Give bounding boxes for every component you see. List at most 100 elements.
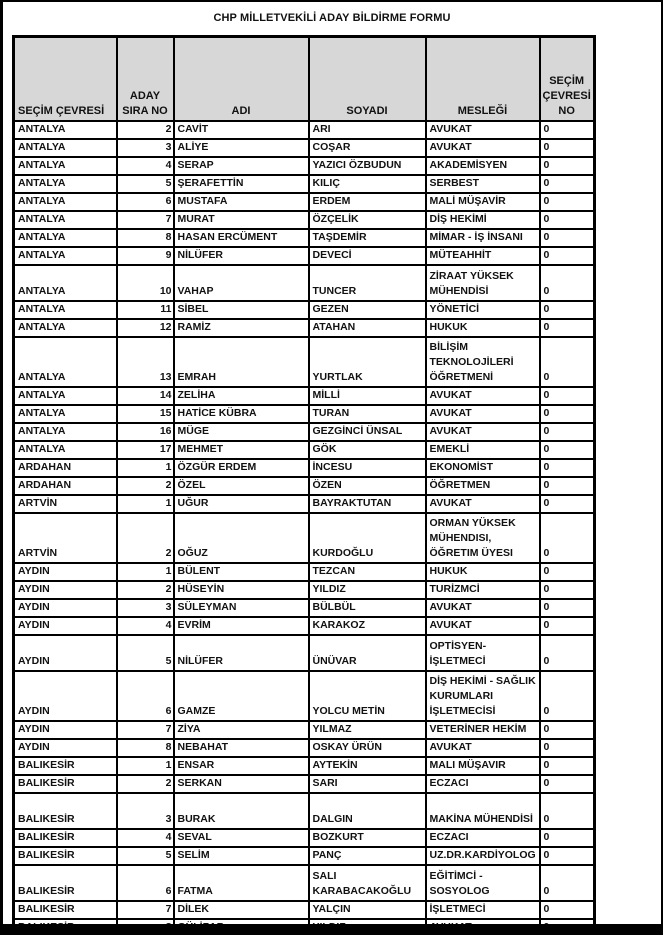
- cell-secim-cevresi-no: 0: [538, 457, 596, 478]
- cell-meslegi: AVUKAT: [424, 493, 541, 514]
- cell-secim-cevresi: AYDIN: [12, 719, 118, 740]
- cell-soyadi: TAŞDEMİR: [307, 227, 427, 248]
- cell-soyadi: ARI: [307, 119, 427, 140]
- table-row: AYDIN 6 GAMZE YOLCU METİN DİŞ HEKİMİ - SAĞLI…: [12, 669, 596, 722]
- cell-adi: ENSAR: [172, 755, 310, 776]
- table-row: ANTALYA 6 MUSTAFA ERDEM MALİ MÜŞAVİR 0: [12, 191, 596, 212]
- cell-adi: SEVAL: [172, 827, 310, 848]
- cell-secim-cevresi: BALIKESİR: [12, 845, 118, 866]
- cell-secim-cevresi-no: 0: [538, 155, 596, 176]
- cell-adi: SERAP: [172, 155, 310, 176]
- cell-secim-cevresi: ANTALYA: [12, 155, 118, 176]
- cell-secim-cevresi: ANTALYA: [12, 245, 118, 266]
- table-header-row: SEÇİM ÇEVRESİ ADAY SIRA NO ADI SOYADI ME…: [12, 35, 596, 122]
- cell-meslegi: AVUKAT: [424, 615, 541, 636]
- cell-adi: SERKAN: [172, 773, 310, 794]
- cell-secim-cevresi: BALIKESİR: [12, 917, 118, 924]
- table-row: ARTVİN 1 UĞUR BAYRAKTUTAN AVUKAT 0: [12, 493, 596, 514]
- cell-secim-cevresi-no: 0: [538, 493, 596, 514]
- cell-soyadi: ATAHAN: [307, 317, 427, 338]
- cell-aday-sira-no: 7: [115, 719, 175, 740]
- cell-meslegi: HUKUK: [424, 317, 541, 338]
- cell-aday-sira-no: 14: [115, 385, 175, 406]
- cell-adi: CAVİT: [172, 119, 310, 140]
- cell-meslegi: DİŞ HEKİMİ: [424, 209, 541, 230]
- cell-aday-sira-no: 2: [115, 475, 175, 496]
- cell-aday-sira-no: 8: [115, 917, 175, 924]
- cell-secim-cevresi: AYDIN: [12, 615, 118, 636]
- cell-secim-cevresi: ANTALYA: [12, 137, 118, 158]
- cell-secim-cevresi: BALIKESİR: [12, 899, 118, 920]
- cell-secim-cevresi-no: 0: [538, 385, 596, 406]
- cell-soyadi: DALGIN: [307, 791, 427, 830]
- cell-soyadi: KURDOĞLU: [307, 511, 427, 564]
- cell-secim-cevresi: ANTALYA: [12, 227, 118, 248]
- cell-aday-sira-no: 6: [115, 191, 175, 212]
- cell-secim-cevresi-no: 0: [538, 561, 596, 582]
- cell-adi: HATİCE KÜBRA: [172, 403, 310, 424]
- cell-meslegi: SERBEST: [424, 173, 541, 194]
- cell-secim-cevresi: BALIKESİR: [12, 827, 118, 848]
- cell-adi: EVRİM: [172, 615, 310, 636]
- cell-secim-cevresi: BALIKESİR: [12, 755, 118, 776]
- cell-meslegi: HUKUK: [424, 561, 541, 582]
- cell-aday-sira-no: 3: [115, 791, 175, 830]
- cell-secim-cevresi-no: 0: [538, 899, 596, 920]
- cell-adi: ZELİHA: [172, 385, 310, 406]
- cell-meslegi: UZ.DR.KARDİYOLOG: [424, 845, 541, 866]
- cell-secim-cevresi: ANTALYA: [12, 439, 118, 460]
- cell-adi: HASAN ERCÜMENT: [172, 227, 310, 248]
- cell-adi: ÖZGÜR ERDEM: [172, 457, 310, 478]
- cell-meslegi: ÖĞRETMEN: [424, 475, 541, 496]
- table-row: ARDAHAN 2 ÖZEL ÖZEN ÖĞRETMEN 0: [12, 475, 596, 496]
- cell-meslegi: OPTİSYEN- İŞLETMECİ: [424, 633, 541, 672]
- table-row: ANTALYA 9 NİLÜFER DEVECİ MÜTEAHHİT 0: [12, 245, 596, 266]
- cell-adi: VAHAP: [172, 263, 310, 302]
- cell-soyadi: AYTEKİN: [307, 755, 427, 776]
- cell-soyadi: YILDIZ: [307, 579, 427, 600]
- cell-meslegi: MALI MÜŞAVIR: [424, 755, 541, 776]
- cell-secim-cevresi: ANTALYA: [12, 403, 118, 424]
- cell-secim-cevresi-no: 0: [538, 737, 596, 758]
- cell-aday-sira-no: 3: [115, 137, 175, 158]
- cell-meslegi: AVUKAT: [424, 137, 541, 158]
- table-row: ARDAHAN 1 ÖZGÜR ERDEM İNCESU EKONOMİST 0: [12, 457, 596, 478]
- table-row: ANTALYA 3 ALİYE COŞAR AVUKAT 0: [12, 137, 596, 158]
- table-row: ANTALYA 12 RAMİZ ATAHAN HUKUK 0: [12, 317, 596, 338]
- cell-soyadi: ERDEM: [307, 191, 427, 212]
- cell-meslegi: AKADEMİSYEN: [424, 155, 541, 176]
- candidate-table: SEÇİM ÇEVRESİ ADAY SIRA NO ADI SOYADI ME…: [12, 35, 596, 924]
- cell-secim-cevresi: ARDAHAN: [12, 475, 118, 496]
- table-row: BALIKESİR 3 BURAK DALGIN MAKİNA MÜHENDİSİ 0: [12, 791, 596, 830]
- cell-secim-cevresi: AYDIN: [12, 669, 118, 722]
- table-row: BALIKESİR 5 SELİM PANÇ UZ.DR.KARDİYOLOG 0: [12, 845, 596, 866]
- cell-soyadi: GÖK: [307, 439, 427, 460]
- cell-adi: ŞERAFETTİN: [172, 173, 310, 194]
- cell-meslegi: MALİ MÜŞAVİR: [424, 191, 541, 212]
- cell-secim-cevresi-no: 0: [538, 633, 596, 672]
- cell-meslegi: VETERİNER HEKİM: [424, 719, 541, 740]
- cell-adi: ALİYE: [172, 137, 310, 158]
- cell-aday-sira-no: 7: [115, 899, 175, 920]
- cell-secim-cevresi-no: 0: [538, 299, 596, 320]
- cell-aday-sira-no: 8: [115, 737, 175, 758]
- table-row: ANTALYA 17 MEHMET GÖK EMEKLİ 0: [12, 439, 596, 460]
- cell-soyadi: BAYRAKTUTAN: [307, 493, 427, 514]
- cell-soyadi: BOZKURT: [307, 827, 427, 848]
- cell-secim-cevresi-no: 0: [538, 579, 596, 600]
- cell-aday-sira-no: 5: [115, 633, 175, 672]
- cell-secim-cevresi-no: 0: [538, 335, 596, 388]
- cell-meslegi: AVUKAT: [424, 119, 541, 140]
- cell-aday-sira-no: 16: [115, 421, 175, 442]
- table-row: ANTALYA 11 SİBEL GEZEN YÖNETİCİ 0: [12, 299, 596, 320]
- cell-soyadi: PANÇ: [307, 845, 427, 866]
- cell-meslegi: ORMAN YÜKSEK MÜHENDISI, ÖĞRETIM ÜYESI: [424, 511, 541, 564]
- cell-soyadi: TURAN: [307, 403, 427, 424]
- cell-secim-cevresi: AYDIN: [12, 597, 118, 618]
- cell-aday-sira-no: 2: [115, 119, 175, 140]
- cell-secim-cevresi-no: 0: [538, 421, 596, 442]
- cell-secim-cevresi-no: 0: [538, 191, 596, 212]
- cell-secim-cevresi-no: 0: [538, 863, 596, 902]
- cell-aday-sira-no: 2: [115, 511, 175, 564]
- cell-secim-cevresi-no: 0: [538, 119, 596, 140]
